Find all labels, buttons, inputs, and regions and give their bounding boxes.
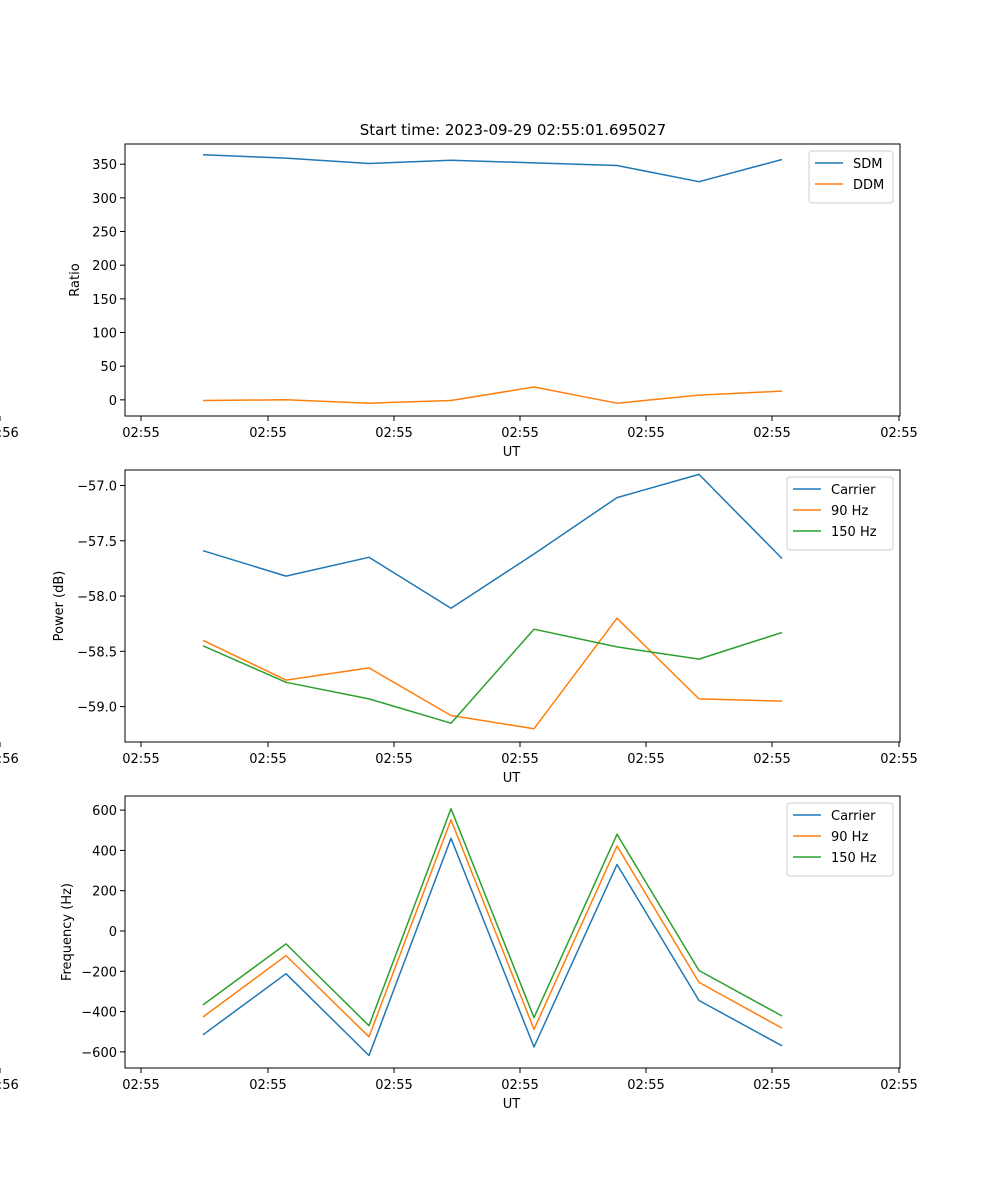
legend-label: SDM — [853, 157, 882, 172]
x-tick-label: 02:55 — [122, 426, 159, 441]
series-line-ddm — [202, 386, 783, 404]
y-axis-label: Frequency (Hz) — [60, 883, 75, 981]
x-tick-label: 02:55 — [122, 1078, 159, 1093]
x-tick-label: 02:55 — [627, 426, 664, 441]
legend-label: DDM — [853, 178, 884, 193]
y-tick-label: 400 — [92, 844, 117, 859]
x-tick-label: 02:56 — [0, 1078, 19, 1093]
y-tick-label: −200 — [81, 965, 117, 980]
plot-frame — [124, 143, 901, 417]
legend-label: 90 Hz — [831, 504, 868, 519]
x-tick-label: 02:56 — [0, 426, 19, 441]
y-tick-label: 300 — [92, 192, 117, 207]
chart-panel-2: 02:55 02:55 02:55 02:55 02:55 02:55 02:55 02:56… — [0, 469, 918, 786]
legend: Carrier 90 Hz 150 Hz — [786, 802, 894, 877]
x-tick-label: 02:55 — [880, 1078, 917, 1093]
y-tick-label: 100 — [92, 327, 117, 342]
x-tick-label: 02:55 — [753, 1078, 790, 1093]
x-tick-label: 02:55 — [375, 752, 412, 767]
x-axis-label: UT — [503, 771, 521, 786]
x-tick-label: 02:55 — [249, 426, 286, 441]
x-tick-label: 02:55 — [501, 752, 538, 767]
x-tick-label: 02:55 — [501, 426, 538, 441]
x-tick-label: 02:55 — [753, 752, 790, 767]
y-tick-label: 200 — [92, 885, 117, 900]
x-tick-label: 02:55 — [249, 752, 286, 767]
series-line-90-hz — [202, 819, 783, 1038]
x-tick-label: 02:55 — [122, 752, 159, 767]
x-tick-label: 02:55 — [249, 1078, 286, 1093]
y-tick-label: −57.5 — [77, 535, 117, 550]
y-tick-label: −600 — [81, 1046, 117, 1061]
series-line-90-hz — [202, 617, 783, 730]
series-line-carrier — [202, 473, 783, 609]
y-tick-label: −58.0 — [77, 590, 117, 605]
y-tick-label: −400 — [81, 1006, 117, 1021]
legend-label: 150 Hz — [831, 525, 877, 540]
series-line-150-hz — [202, 807, 783, 1027]
legend: Carrier 90 Hz 150 Hz — [786, 476, 894, 551]
x-tick-label: 02:56 — [0, 752, 19, 767]
legend-box — [808, 150, 894, 204]
x-axis-label: UT — [503, 445, 521, 460]
x-tick-label: 02:55 — [880, 426, 917, 441]
x-axis-label: UT — [503, 1097, 521, 1112]
legend-label: 90 Hz — [831, 830, 868, 845]
chart-panel-1: 02:55 02:55 02:55 02:55 02:55 02:55 02:55 02:56… — [0, 143, 918, 460]
x-tick-label: 02:55 — [753, 426, 790, 441]
y-tick-label: 600 — [92, 804, 117, 819]
y-tick-label: 250 — [92, 226, 117, 241]
y-tick-label: −57.0 — [77, 479, 117, 494]
x-tick-label: 02:55 — [375, 1078, 412, 1093]
x-tick-label: 02:55 — [627, 752, 664, 767]
x-tick-label: 02:55 — [375, 426, 412, 441]
legend-label: Carrier — [831, 483, 876, 498]
legend-label: 150 Hz — [831, 851, 877, 866]
series-line-150-hz — [202, 628, 783, 724]
legend-label: Carrier — [831, 809, 876, 824]
x-tick-label: 02:55 — [880, 752, 917, 767]
series-line-sdm — [202, 154, 783, 183]
y-axis-label: Ratio — [68, 263, 83, 296]
y-tick-label: 50 — [100, 360, 117, 375]
y-tick-label: 200 — [92, 259, 117, 274]
plot-frame — [124, 795, 901, 1069]
x-tick-label: 02:55 — [501, 1078, 538, 1093]
plot-frame — [124, 469, 901, 743]
y-tick-label: −59.0 — [77, 701, 117, 716]
chart-panel-3: 02:55 02:55 02:55 02:55 02:55 02:55 02:55 02:56… — [0, 795, 918, 1112]
y-tick-label: 0 — [109, 925, 117, 940]
figure-title: Start time: 2023-09-29 02:55:01.695027 — [360, 121, 666, 139]
y-tick-label: 0 — [109, 394, 117, 409]
series-line-carrier — [202, 837, 783, 1057]
y-tick-label: 350 — [92, 158, 117, 173]
legend: SDM DDM — [808, 150, 894, 204]
y-axis-label: Power (dB) — [52, 571, 67, 642]
y-tick-label: 150 — [92, 293, 117, 308]
y-tick-label: −58.5 — [77, 645, 117, 660]
x-tick-label: 02:55 — [627, 1078, 664, 1093]
panels: 02:55 02:55 02:55 02:55 02:55 02:55 02:55 02:56… — [0, 143, 918, 1112]
